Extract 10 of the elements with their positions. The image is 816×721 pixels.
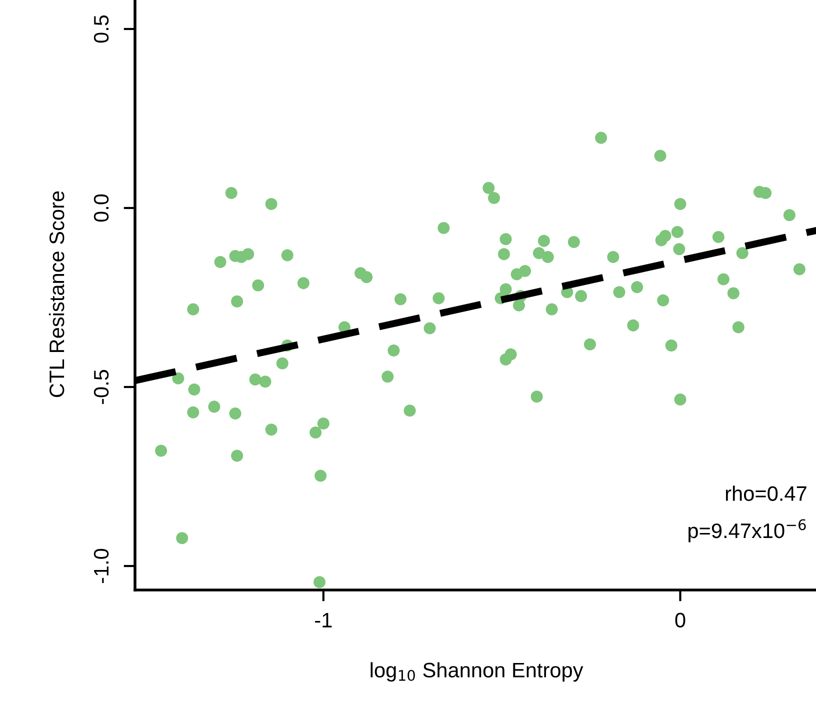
- y-tick-label: -0.5: [94, 370, 109, 404]
- y-axis-title: CTL Resistance Score: [48, 191, 64, 398]
- y-tick-label: -1.0: [94, 548, 109, 584]
- y-tick-label: 0.0: [94, 194, 109, 222]
- annotation: rho=0.47: [726, 486, 806, 501]
- x-axis-title: log$_{10}$ Shannon Entropy: [370, 662, 584, 682]
- x-tick-label: 0: [675, 612, 686, 628]
- y-tick-label: 0.5: [94, 15, 109, 43]
- x-tick-label: -1: [315, 612, 332, 628]
- annotation: p=9.47x10$^{−6}$: [688, 519, 806, 542]
